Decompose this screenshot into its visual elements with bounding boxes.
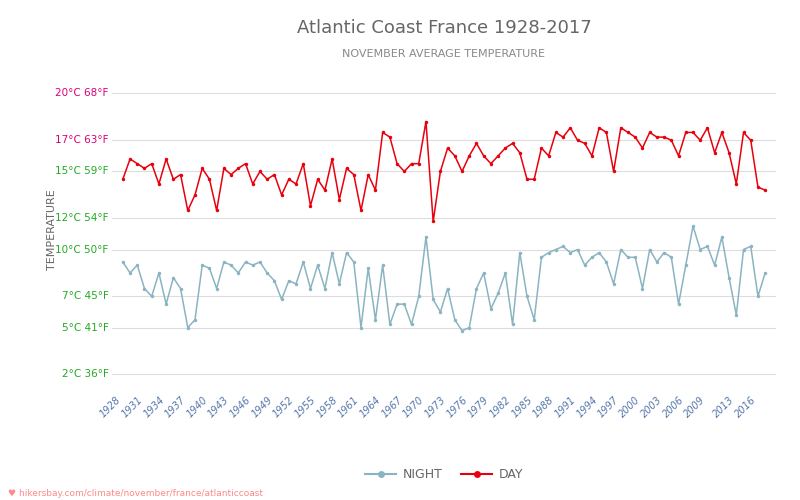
Text: NOVEMBER AVERAGE TEMPERATURE: NOVEMBER AVERAGE TEMPERATURE <box>342 49 546 59</box>
Text: 12°C 54°F: 12°C 54°F <box>55 214 109 224</box>
Text: ♥ hikersbay.com/climate/november/france/atlanticcoast: ♥ hikersbay.com/climate/november/france/… <box>8 488 263 498</box>
Text: 5°C 41°F: 5°C 41°F <box>62 322 109 332</box>
Text: Atlantic Coast France 1928-2017: Atlantic Coast France 1928-2017 <box>297 20 591 38</box>
Legend: NIGHT, DAY: NIGHT, DAY <box>360 463 528 486</box>
Text: 10°C 50°F: 10°C 50°F <box>55 244 109 254</box>
Text: 7°C 45°F: 7°C 45°F <box>62 292 109 302</box>
Text: 15°C 59°F: 15°C 59°F <box>55 166 109 176</box>
Text: 2°C 36°F: 2°C 36°F <box>62 370 109 380</box>
Text: 17°C 63°F: 17°C 63°F <box>55 135 109 145</box>
Text: 20°C 68°F: 20°C 68°F <box>55 88 109 99</box>
Text: TEMPERATURE: TEMPERATURE <box>47 190 58 270</box>
